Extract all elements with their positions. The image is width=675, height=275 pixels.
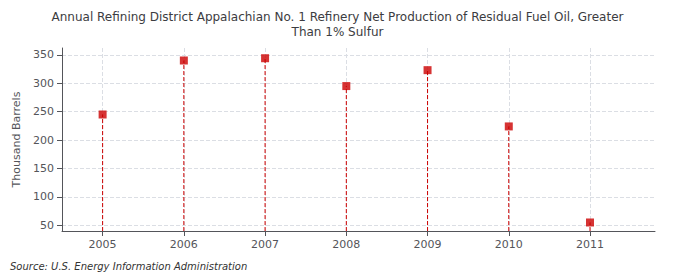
svg-text:Annual Refining District Appal: Annual Refining District Appalachian No.…: [52, 10, 624, 24]
svg-text:250: 250: [33, 105, 54, 118]
svg-text:2009: 2009: [414, 238, 442, 251]
svg-text:200: 200: [33, 134, 54, 147]
svg-text:2008: 2008: [332, 238, 360, 251]
svg-text:Than 1% Sulfur: Than 1% Sulfur: [291, 25, 384, 39]
svg-text:Source: U.S. Energy Informatio: Source: U.S. Energy Information Administ…: [10, 261, 247, 272]
svg-text:2011: 2011: [576, 238, 604, 251]
svg-text:Thousand Barrels: Thousand Barrels: [10, 91, 23, 188]
svg-text:300: 300: [33, 77, 54, 90]
svg-text:2005: 2005: [89, 238, 117, 251]
svg-text:2007: 2007: [251, 238, 279, 251]
svg-text:2010: 2010: [495, 238, 523, 251]
svg-text:350: 350: [33, 48, 54, 61]
svg-text:150: 150: [33, 162, 54, 175]
svg-text:100: 100: [33, 190, 54, 203]
svg-text:2006: 2006: [170, 238, 198, 251]
svg-text:50: 50: [40, 219, 54, 232]
